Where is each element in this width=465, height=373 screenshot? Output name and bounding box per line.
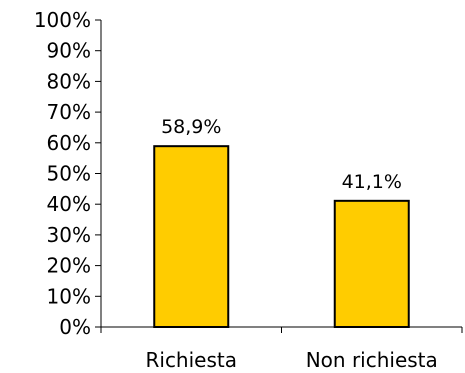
bar-2 bbox=[333, 199, 410, 328]
y-tick-label: 40% bbox=[47, 192, 91, 216]
y-tick-label: 60% bbox=[47, 131, 91, 155]
y-tick-label: 90% bbox=[47, 39, 91, 63]
y-tick-label: 0% bbox=[59, 315, 91, 339]
data-label-1: 58,9% bbox=[161, 116, 221, 138]
y-tick-label: 30% bbox=[47, 223, 91, 247]
y-tick-label: 70% bbox=[47, 100, 91, 124]
y-tick-label: 10% bbox=[47, 284, 91, 308]
category-label-2: Non richiesta bbox=[306, 348, 438, 372]
y-tick-label: 80% bbox=[47, 69, 91, 93]
bars bbox=[153, 145, 410, 328]
y-tick-label: 100% bbox=[34, 8, 91, 32]
x-axis: Richiesta Non richiesta bbox=[100, 326, 463, 372]
data-label-2: 41,1% bbox=[342, 171, 402, 193]
y-tick-label: 50% bbox=[47, 162, 91, 186]
data-labels: 58,9% 41,1% bbox=[161, 116, 402, 193]
category-label-1: Richiesta bbox=[145, 348, 237, 372]
y-axis: 0% 10% 20% 30% 40% 50% 60% 70% 80% 90% 100% bbox=[34, 8, 102, 339]
bar-1 bbox=[153, 145, 230, 328]
y-tick-label: 20% bbox=[47, 254, 91, 278]
